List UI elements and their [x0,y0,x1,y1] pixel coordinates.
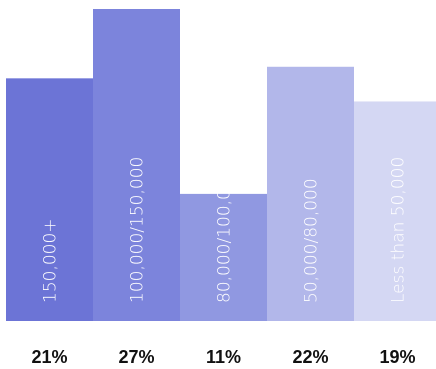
value-label-2: 27% [118,347,154,367]
bar-3 [180,193,267,321]
category-label-5: Less than 50,000 [389,157,409,303]
value-label-1: 21% [31,347,67,367]
category-label-1: 150,000+ [41,218,61,303]
category-label-3: 80,000/100,000 [215,167,235,303]
bar-5 [354,101,436,321]
bar-2 [93,9,180,321]
value-label-5: 19% [379,347,415,367]
value-label-3: 11% [206,347,241,367]
category-label-2: 100,000/150,000 [128,157,148,303]
bar-1 [6,78,93,321]
category-label-4: 50,000/80,000 [302,178,322,303]
value-label-4: 22% [292,347,328,367]
bar-4 [267,66,354,322]
